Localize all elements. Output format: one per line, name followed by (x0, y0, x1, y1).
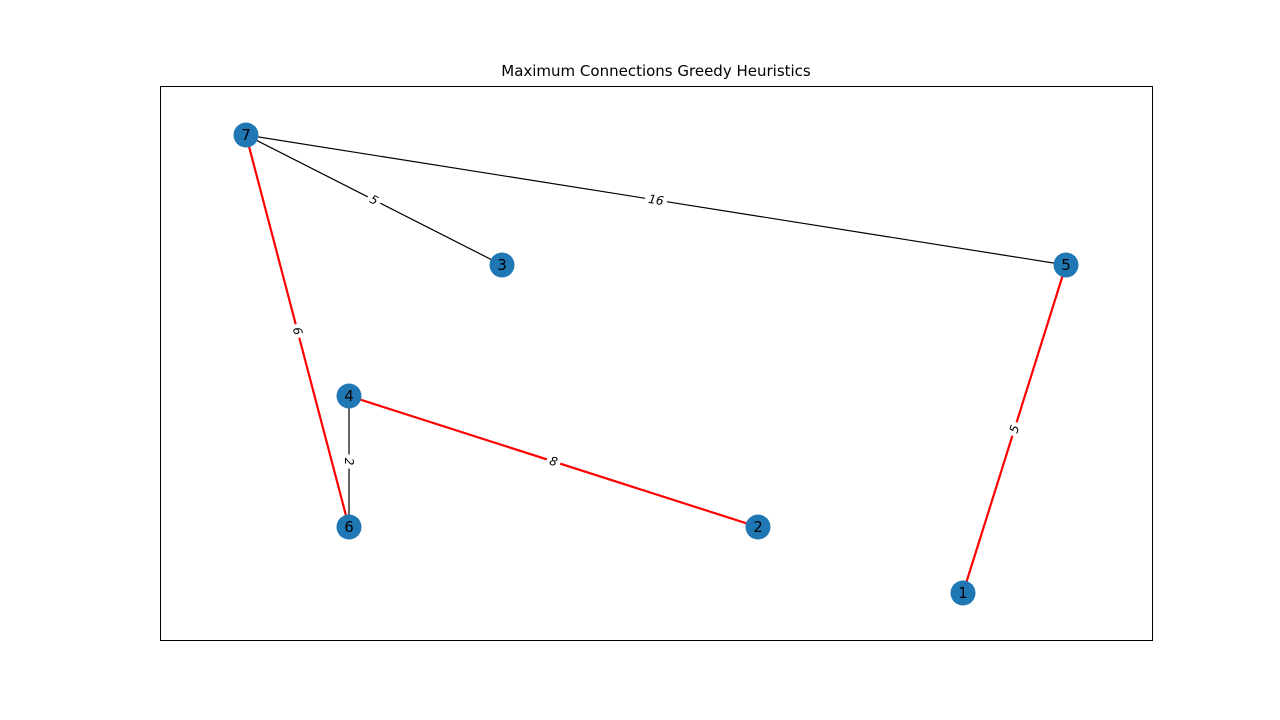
node-label: 5 (1061, 256, 1071, 274)
node-5: 5 (1053, 252, 1079, 278)
edge-label-background (1004, 419, 1025, 439)
chart-title: Maximum Connections Greedy Heuristics (501, 62, 811, 80)
node-4: 4 (336, 383, 362, 409)
edge-label-group-4-6: 2 (341, 454, 357, 469)
node-3: 3 (489, 252, 515, 278)
node-1: 1 (950, 580, 976, 606)
node-circle (745, 514, 771, 540)
edge-weight-label: 2 (342, 458, 356, 466)
edge-weight-label: 16 (647, 192, 665, 208)
plot-frame (160, 86, 1153, 641)
node-label: 2 (753, 518, 763, 536)
edge-label-group-7-5: 16 (643, 190, 669, 210)
edge-label-background (364, 189, 384, 211)
edge-label-group-7-6: 6 (287, 322, 308, 340)
node-7: 7 (233, 122, 259, 148)
node-circle (1053, 252, 1079, 278)
node-circle (489, 252, 515, 278)
node-6: 6 (336, 514, 362, 540)
node-label: 7 (241, 126, 251, 144)
edge-label-group-4-2: 8 (544, 451, 563, 472)
edge-label-group-5-1: 5 (1004, 419, 1025, 439)
node-label: 6 (344, 518, 354, 536)
node-label: 4 (344, 387, 354, 405)
edge-weight-label: 8 (548, 454, 560, 470)
node-label: 3 (497, 256, 507, 274)
node-circle (336, 383, 362, 409)
edge-label-background (544, 451, 563, 472)
edge-label-background (643, 190, 669, 210)
edge-label-group-7-3: 5 (364, 189, 384, 211)
node-label: 1 (958, 584, 968, 602)
edge-labels-layer: 5 16 6 2 8 5 (287, 189, 1025, 472)
nodes-layer: 7 3 5 4 6 2 1 (233, 122, 1079, 606)
node-circle (233, 122, 259, 148)
edge-weight-label: 6 (290, 326, 306, 337)
node-circle (336, 514, 362, 540)
node-circle (950, 580, 976, 606)
edge-label-background (287, 322, 308, 340)
node-2: 2 (745, 514, 771, 540)
edge-weight-label: 5 (1007, 423, 1023, 434)
edge-label-background (341, 454, 357, 469)
